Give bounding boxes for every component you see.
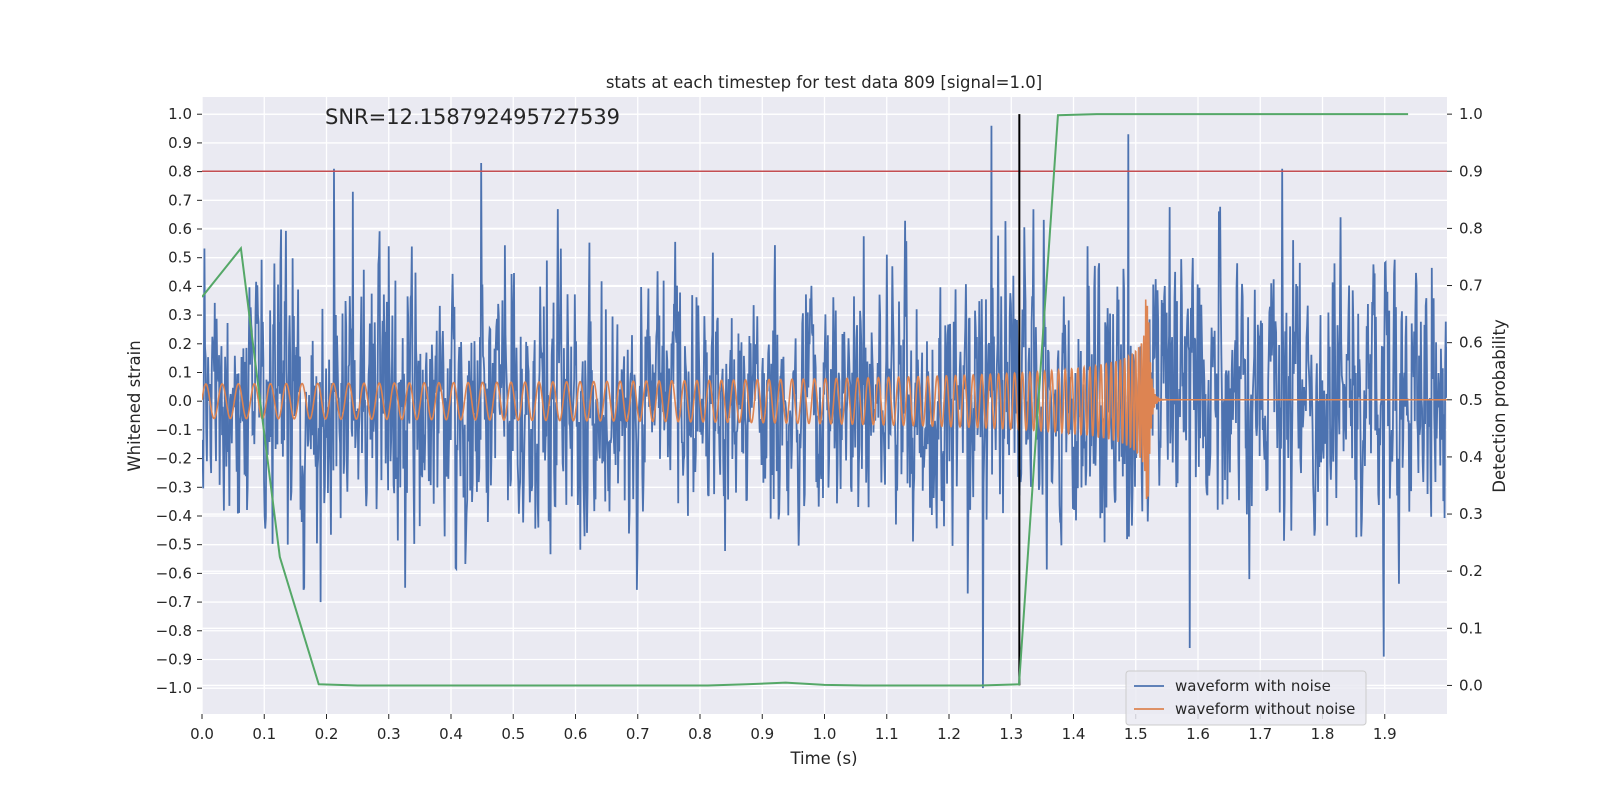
- y2-tick-label: 0.6: [1459, 334, 1483, 352]
- snr-annotation: SNR=12.158792495727539: [325, 105, 620, 129]
- y2-tick-label: 0.0: [1459, 676, 1483, 694]
- x-tick-label: 1.5: [1124, 725, 1148, 743]
- x-tick-label: 1.4: [1062, 725, 1086, 743]
- y-axis-ticks: 1.0 0.9 0.8 0.7 0.6 0.5 0.4 0.3 0.2 0.1 0.0 −0.1 −0.…: [156, 105, 202, 697]
- y-tick-label: −0.5: [156, 536, 192, 554]
- y-tick-label: −0.3: [156, 478, 192, 496]
- x-tick-label: 1.3: [999, 725, 1023, 743]
- y2-tick-label: 0.1: [1459, 619, 1483, 637]
- x-tick-label: 0.0: [190, 725, 214, 743]
- series-waveform-with-noise: [202, 125, 1447, 689]
- y2-tick-label: 1.0: [1459, 105, 1483, 123]
- x-tick-label: 0.5: [501, 725, 525, 743]
- x-tick-label: 1.6: [1186, 725, 1210, 743]
- legend-box: [1125, 670, 1367, 726]
- y-tick-label: −0.9: [156, 650, 192, 668]
- x-axis-ticks: 0.0 0.1 0.2 0.3 0.4 0.5 0.6 0.7 0.8 0.9 1.0 1.1 1.2 1…: [190, 714, 1397, 743]
- y-tick-label: 0.6: [168, 220, 192, 238]
- y-tick-label: −0.2: [156, 450, 192, 468]
- legend: waveform with noise waveform without noi…: [1125, 670, 1367, 726]
- x-tick-label: 1.9: [1373, 725, 1397, 743]
- x-tick-label: 1.1: [875, 725, 899, 743]
- y-tick-label: −0.6: [156, 564, 192, 582]
- y-tick-label: 0.9: [168, 134, 192, 152]
- y2-tick-label: 0.4: [1459, 448, 1483, 466]
- y-tick-label: 0.3: [168, 306, 192, 324]
- y-tick-label: 0.2: [168, 335, 192, 353]
- y2-tick-label: 0.3: [1459, 505, 1483, 523]
- y-tick-label: −0.7: [156, 593, 192, 611]
- legend-label-waveform-with-noise: waveform with noise: [1175, 677, 1331, 695]
- series-detection-probability: [202, 113, 1409, 687]
- y2-tick-label: 0.5: [1459, 391, 1483, 409]
- chart-title: stats at each timestep for test data 809…: [606, 73, 1042, 92]
- legend-label-waveform-without-noise: waveform without noise: [1175, 700, 1355, 718]
- y-tick-label: −0.8: [156, 622, 192, 640]
- x-tick-label: 0.4: [439, 725, 463, 743]
- y-tick-label: 0.8: [168, 163, 192, 181]
- x-tick-label: 0.7: [626, 725, 650, 743]
- y-tick-label: 0.4: [168, 277, 192, 295]
- x-tick-label: 1.2: [937, 725, 961, 743]
- y-tick-label: −1.0: [156, 679, 192, 697]
- y2-tick-label: 0.7: [1459, 277, 1483, 295]
- y-tick-label: 0.1: [168, 363, 192, 381]
- x-tick-label: 0.9: [750, 725, 774, 743]
- series-waveform-without-noise: [202, 299, 1447, 500]
- x-tick-label: 0.6: [564, 725, 588, 743]
- y2-axis-label: Detection probability: [1490, 319, 1509, 493]
- y-tick-label: 0.0: [168, 392, 192, 410]
- y-tick-label: 0.7: [168, 191, 192, 209]
- x-tick-label: 1.8: [1311, 725, 1335, 743]
- x-tick-label: 0.3: [377, 725, 401, 743]
- series-layer: [202, 113, 1447, 689]
- x-tick-label: 0.8: [688, 725, 712, 743]
- y-tick-label: 0.5: [168, 249, 192, 267]
- y-tick-label: −0.4: [156, 507, 192, 525]
- y2-axis-ticks: 1.0 0.9 0.8 0.7 0.6 0.5 0.4 0.3 0.2 0.1 0.0: [1447, 105, 1483, 694]
- y-axis-label: Whitened strain: [125, 340, 144, 471]
- x-tick-label: 1.7: [1248, 725, 1272, 743]
- y2-tick-label: 0.2: [1459, 562, 1483, 580]
- x-tick-label: 0.2: [315, 725, 339, 743]
- x-tick-label: 0.1: [252, 725, 276, 743]
- x-axis-label: Time (s): [789, 749, 857, 768]
- x-tick-label: 1.0: [813, 725, 837, 743]
- y2-tick-label: 0.8: [1459, 219, 1483, 237]
- y-tick-label: −0.1: [156, 421, 192, 439]
- y2-tick-label: 0.9: [1459, 162, 1483, 180]
- y-tick-label: 1.0: [168, 105, 192, 123]
